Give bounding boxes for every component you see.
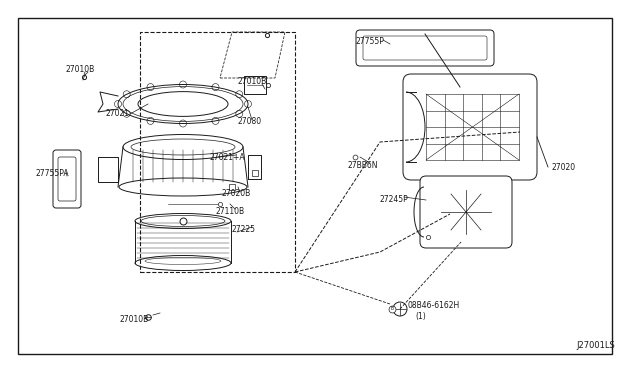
Text: 27010B: 27010B	[238, 77, 268, 87]
Text: 27021: 27021	[105, 109, 129, 119]
FancyBboxPatch shape	[420, 176, 512, 248]
FancyBboxPatch shape	[53, 150, 81, 208]
FancyBboxPatch shape	[58, 157, 76, 201]
Text: 27021+A: 27021+A	[210, 153, 246, 161]
Text: 27010B: 27010B	[120, 314, 149, 324]
Text: (1): (1)	[415, 312, 426, 321]
Text: 27755P: 27755P	[355, 38, 384, 46]
Text: 27BB6N: 27BB6N	[347, 160, 378, 170]
Text: 27010B: 27010B	[65, 65, 94, 74]
FancyBboxPatch shape	[403, 74, 537, 180]
Text: J27001LS: J27001LS	[576, 341, 615, 350]
Text: 27755PA: 27755PA	[35, 170, 68, 179]
Bar	[244, 76, 266, 94]
FancyBboxPatch shape	[356, 30, 494, 66]
Text: 08B46-6162H: 08B46-6162H	[408, 301, 460, 311]
Text: 27245P: 27245P	[380, 195, 409, 203]
FancyBboxPatch shape	[363, 36, 487, 60]
Text: 27020: 27020	[551, 163, 575, 171]
Text: 27020B: 27020B	[222, 189, 252, 199]
Text: 27080: 27080	[238, 118, 262, 126]
Text: B: B	[390, 307, 394, 311]
Text: 27110B: 27110B	[215, 206, 244, 215]
Text: 27225: 27225	[232, 224, 256, 234]
